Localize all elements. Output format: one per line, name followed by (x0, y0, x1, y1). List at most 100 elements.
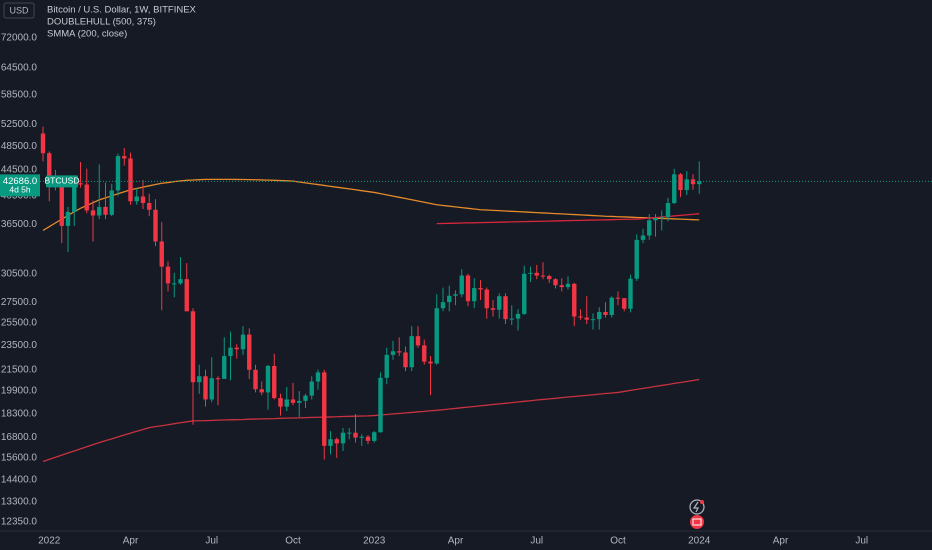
candle-body (178, 279, 183, 284)
candle-body (190, 311, 196, 383)
candle-body (515, 313, 521, 319)
candle-body (559, 285, 564, 288)
candle-body (603, 312, 608, 315)
candle-body (297, 400, 302, 403)
candle-body (584, 317, 589, 320)
x-tick-label: Apr (448, 536, 464, 547)
candle-body (415, 336, 421, 346)
legend-indicator: DOUBLEHULL (500, 375) (47, 17, 156, 28)
candle-body (472, 288, 477, 302)
candle-body (247, 334, 252, 370)
alert-icon[interactable] (689, 499, 705, 515)
y-tick-label: 14400.0 (1, 475, 38, 486)
x-tick-label: 2023 (363, 536, 386, 547)
candle-body (447, 295, 452, 303)
candle-body (278, 398, 283, 407)
indicator-line (42, 178, 700, 232)
candle-body (140, 196, 146, 204)
calendar-icon[interactable] (690, 515, 704, 529)
y-tick-label: 16800.0 (1, 432, 38, 443)
candle-body (47, 153, 52, 187)
candle-body (184, 279, 189, 312)
candle-body (134, 196, 139, 202)
y-tick-label: 13300.0 (1, 496, 38, 507)
candle-body (372, 432, 377, 441)
y-tick-label: 18300.0 (1, 409, 38, 420)
candle-body (128, 158, 133, 202)
y-tick-label: 21500.0 (1, 364, 38, 375)
candle-body (684, 179, 689, 191)
candle-body (90, 210, 96, 216)
candle-body (272, 365, 277, 399)
candle-body (578, 316, 583, 318)
candle-body (115, 156, 121, 191)
currency-box[interactable] (3, 2, 35, 19)
candle-body (384, 354, 389, 378)
candle-body (347, 432, 352, 434)
candle-body (678, 174, 683, 191)
legend-title: Bitcoin / U.S. Dollar, 1W, BITFINEX (47, 5, 197, 16)
candle-body (440, 302, 446, 309)
candle-body (553, 279, 558, 286)
y-tick-label: 52500.0 (1, 119, 38, 130)
candle-body (265, 365, 271, 393)
candle-body (490, 308, 496, 310)
candle-body (628, 278, 633, 309)
candle-body (72, 183, 77, 212)
candle-body (615, 297, 621, 299)
candle-body (40, 133, 46, 154)
candle-body (590, 319, 596, 321)
y-tick-label: 64500.0 (1, 63, 38, 74)
candle-body (84, 184, 89, 211)
currency: USD (9, 5, 29, 15)
candle-body (315, 372, 321, 382)
y-tick-label: 12350.0 (1, 517, 38, 528)
x-tick-label: Jul (530, 536, 543, 547)
x-tick-label: 2024 (688, 536, 711, 547)
candle-body (322, 372, 327, 446)
candle-body (234, 347, 239, 350)
candle-body (97, 206, 102, 216)
candle-body (428, 361, 433, 364)
x-tick-label: Apr (123, 536, 139, 547)
x-tick-label: Jul (855, 536, 868, 547)
candle-body (647, 220, 652, 236)
candle-body (122, 156, 127, 159)
candle-body (653, 218, 658, 221)
candle-body (478, 288, 483, 290)
candle-body (634, 239, 639, 279)
candle-body (340, 432, 346, 444)
candle-body (540, 275, 546, 277)
symbol-tag (46, 175, 78, 188)
candle-body (197, 376, 202, 383)
legend-indicator: SMMA (200, close) (47, 29, 127, 40)
candle-body (422, 345, 427, 362)
y-tick-label: 36500.0 (1, 219, 38, 230)
candle-body (65, 211, 71, 226)
candle-body (303, 395, 308, 401)
indicator-line (42, 378, 700, 463)
candle-body (109, 190, 114, 215)
candle-body (622, 298, 627, 309)
candle-body (284, 399, 289, 407)
x-tick-label: Jul (205, 536, 218, 547)
candle-body (522, 273, 527, 314)
candle-body (253, 369, 258, 390)
candle-body (459, 275, 464, 295)
candle-body (209, 378, 214, 400)
candle-body (203, 376, 208, 400)
candle-body (640, 235, 646, 240)
y-tick-label: 27500.0 (1, 297, 38, 308)
y-tick-label: 72000.0 (1, 32, 38, 43)
candle-body (690, 179, 696, 185)
candle-body (484, 289, 489, 309)
candle-body (103, 206, 108, 215)
x-tick-label: 2022 (38, 536, 61, 547)
candle-body (215, 378, 221, 380)
candle-body (509, 318, 514, 320)
candle-body (159, 241, 164, 267)
candle-body (359, 436, 364, 438)
